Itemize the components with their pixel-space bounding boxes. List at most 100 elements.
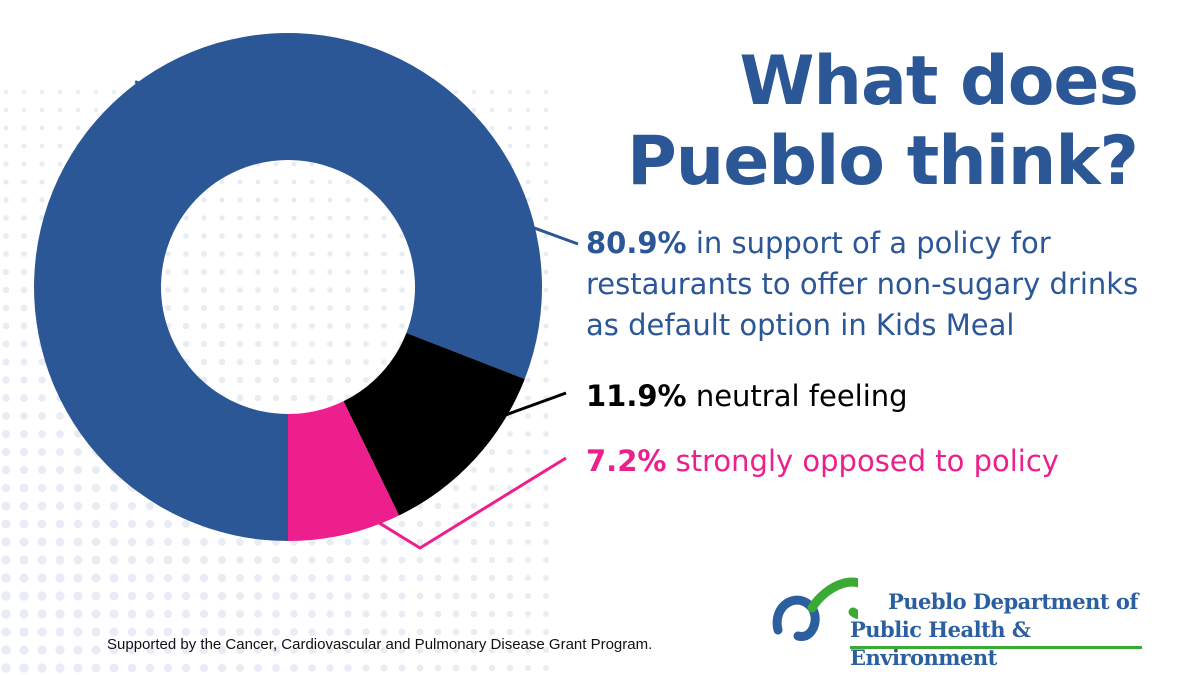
- background-dot: [308, 358, 316, 366]
- background-dot: [308, 646, 316, 654]
- background-dot: [109, 501, 119, 511]
- background-dot: [543, 413, 549, 419]
- background-dot: [326, 358, 334, 366]
- background-dot: [362, 610, 370, 618]
- background-dot: [37, 519, 47, 529]
- background-dot: [543, 287, 549, 293]
- background-dot: [37, 465, 47, 475]
- background-dot: [127, 591, 137, 601]
- background-dot: [543, 521, 549, 527]
- background-dot: [362, 664, 370, 672]
- legend-value-support: 80.9%: [586, 226, 687, 260]
- background-dot: [237, 179, 243, 185]
- grant-footnote: Supported by the Cancer, Cardiovascular …: [107, 636, 653, 653]
- background-dot: [470, 610, 478, 618]
- background-dot: [291, 251, 297, 257]
- department-logo: Pueblo Department of Public Health & Env…: [768, 560, 1158, 670]
- background-dot: [109, 519, 119, 529]
- background-dot: [543, 503, 549, 509]
- background-dot: [73, 519, 83, 529]
- background-dot: [362, 646, 370, 654]
- background-dot: [363, 359, 369, 365]
- background-dot: [55, 573, 65, 583]
- background-dot: [92, 466, 100, 474]
- background-dot: [236, 322, 244, 330]
- background-dot: [507, 431, 513, 437]
- background-dot: [56, 448, 64, 456]
- background-dot: [525, 485, 531, 491]
- background-dot: [127, 609, 137, 619]
- background-dot: [273, 197, 279, 203]
- background-dot: [2, 376, 10, 384]
- background-dot: [380, 646, 388, 654]
- background-dot: [73, 663, 83, 673]
- background-dot: [200, 304, 208, 312]
- background-dot: [38, 394, 46, 402]
- background-dot: [326, 556, 334, 564]
- leader-line-opposed: [375, 456, 567, 550]
- background-dot: [57, 125, 63, 131]
- background-dot: [109, 609, 119, 619]
- logo-line-2: Public Health & Environment: [850, 617, 1031, 670]
- background-dot: [452, 556, 460, 564]
- background-dot: [19, 483, 29, 493]
- background-dot: [524, 538, 532, 546]
- background-dot: [91, 501, 101, 511]
- background-dot: [20, 304, 28, 312]
- legend-text-opposed: strongly opposed to policy: [675, 444, 1059, 478]
- background-dot: [20, 394, 28, 402]
- background-dot: [452, 538, 460, 546]
- legend-value-opposed: 7.2%: [586, 444, 667, 478]
- background-dot: [525, 431, 531, 437]
- background-dot: [543, 251, 549, 257]
- background-dot: [273, 233, 279, 239]
- background-dot: [309, 323, 315, 329]
- background-dot: [489, 449, 495, 455]
- background-dot: [290, 376, 298, 384]
- background-dot: [543, 215, 549, 221]
- background-dot: [19, 555, 29, 565]
- background-dot: [524, 610, 532, 618]
- background-dot: [73, 537, 83, 547]
- background-dot: [381, 215, 387, 221]
- background-dot: [525, 467, 531, 473]
- background-dot: [21, 125, 27, 131]
- background-dot: [73, 501, 83, 511]
- background-dot: [470, 520, 478, 528]
- title-line-2: Pueblo think?: [626, 122, 1139, 201]
- background-dot: [254, 574, 262, 582]
- background-dot: [109, 663, 119, 673]
- background-dot: [218, 304, 226, 312]
- background-dot: [380, 556, 388, 564]
- background-dot: [55, 645, 65, 655]
- background-dot: [308, 628, 316, 636]
- background-dot: [506, 664, 514, 672]
- background-dot: [181, 663, 191, 673]
- background-dot: [217, 555, 227, 565]
- background-dot: [380, 574, 388, 582]
- background-dot: [525, 395, 531, 401]
- background-dot: [199, 627, 209, 637]
- background-dot: [344, 592, 352, 600]
- background-dot: [381, 269, 387, 275]
- background-dot: [309, 215, 315, 221]
- background-dot: [2, 340, 10, 348]
- background-dot: [38, 430, 46, 438]
- background-dot: [273, 269, 279, 275]
- background-dot: [55, 663, 65, 673]
- background-dot: [200, 538, 208, 546]
- background-dot: [543, 557, 549, 563]
- background-dot: [199, 555, 209, 565]
- background-dot: [199, 609, 209, 619]
- background-dot: [21, 215, 27, 221]
- background-dot: [362, 538, 370, 546]
- background-dot: [217, 627, 227, 637]
- background-dot: [91, 537, 101, 547]
- background-dot: [543, 161, 549, 167]
- background-dot: [399, 323, 405, 329]
- background-dot: [398, 610, 406, 618]
- background-dot: [452, 592, 460, 600]
- background-dot: [380, 628, 388, 636]
- background-dot: [453, 89, 459, 95]
